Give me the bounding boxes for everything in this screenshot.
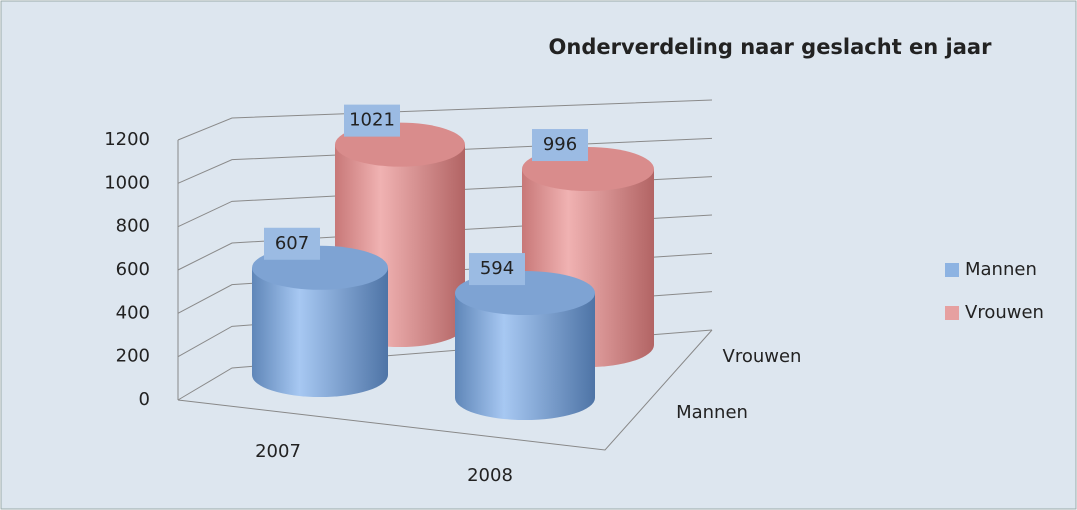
depth-tick-label: Mannen: [676, 402, 748, 423]
bar: [455, 293, 595, 420]
data-label: 996: [543, 134, 577, 155]
chart-title: Onderverdeling naar geslacht en jaar: [549, 35, 993, 59]
data-label-box: [532, 129, 588, 162]
legend-swatch: [945, 306, 959, 320]
legend-label: Vrouwen: [965, 302, 1044, 323]
data-label-box: [469, 253, 525, 286]
y-tick-label: 200: [116, 346, 150, 367]
y-tick-label: 1200: [104, 129, 150, 150]
y-tick-label: 400: [116, 302, 150, 323]
data-label-box: [264, 227, 320, 260]
legend-swatch: [945, 263, 959, 277]
floor-edge: [177, 329, 713, 451]
grid-line: [177, 99, 713, 141]
legend-label: Mannen: [965, 259, 1037, 280]
x-tick-label: 2008: [467, 465, 513, 486]
y-tick-label: 600: [116, 259, 150, 280]
x-tick-label: 2007: [255, 441, 301, 462]
y-tick-label: 1000: [104, 172, 150, 193]
data-label-box: [344, 104, 400, 137]
bar: [252, 267, 388, 397]
data-label: 1021: [349, 110, 395, 131]
data-label: 594: [480, 258, 514, 279]
y-tick-label: 800: [116, 216, 150, 237]
y-tick-label: 0: [139, 389, 150, 410]
data-label: 607: [275, 233, 309, 254]
depth-tick-label: Vrouwen: [723, 346, 802, 367]
